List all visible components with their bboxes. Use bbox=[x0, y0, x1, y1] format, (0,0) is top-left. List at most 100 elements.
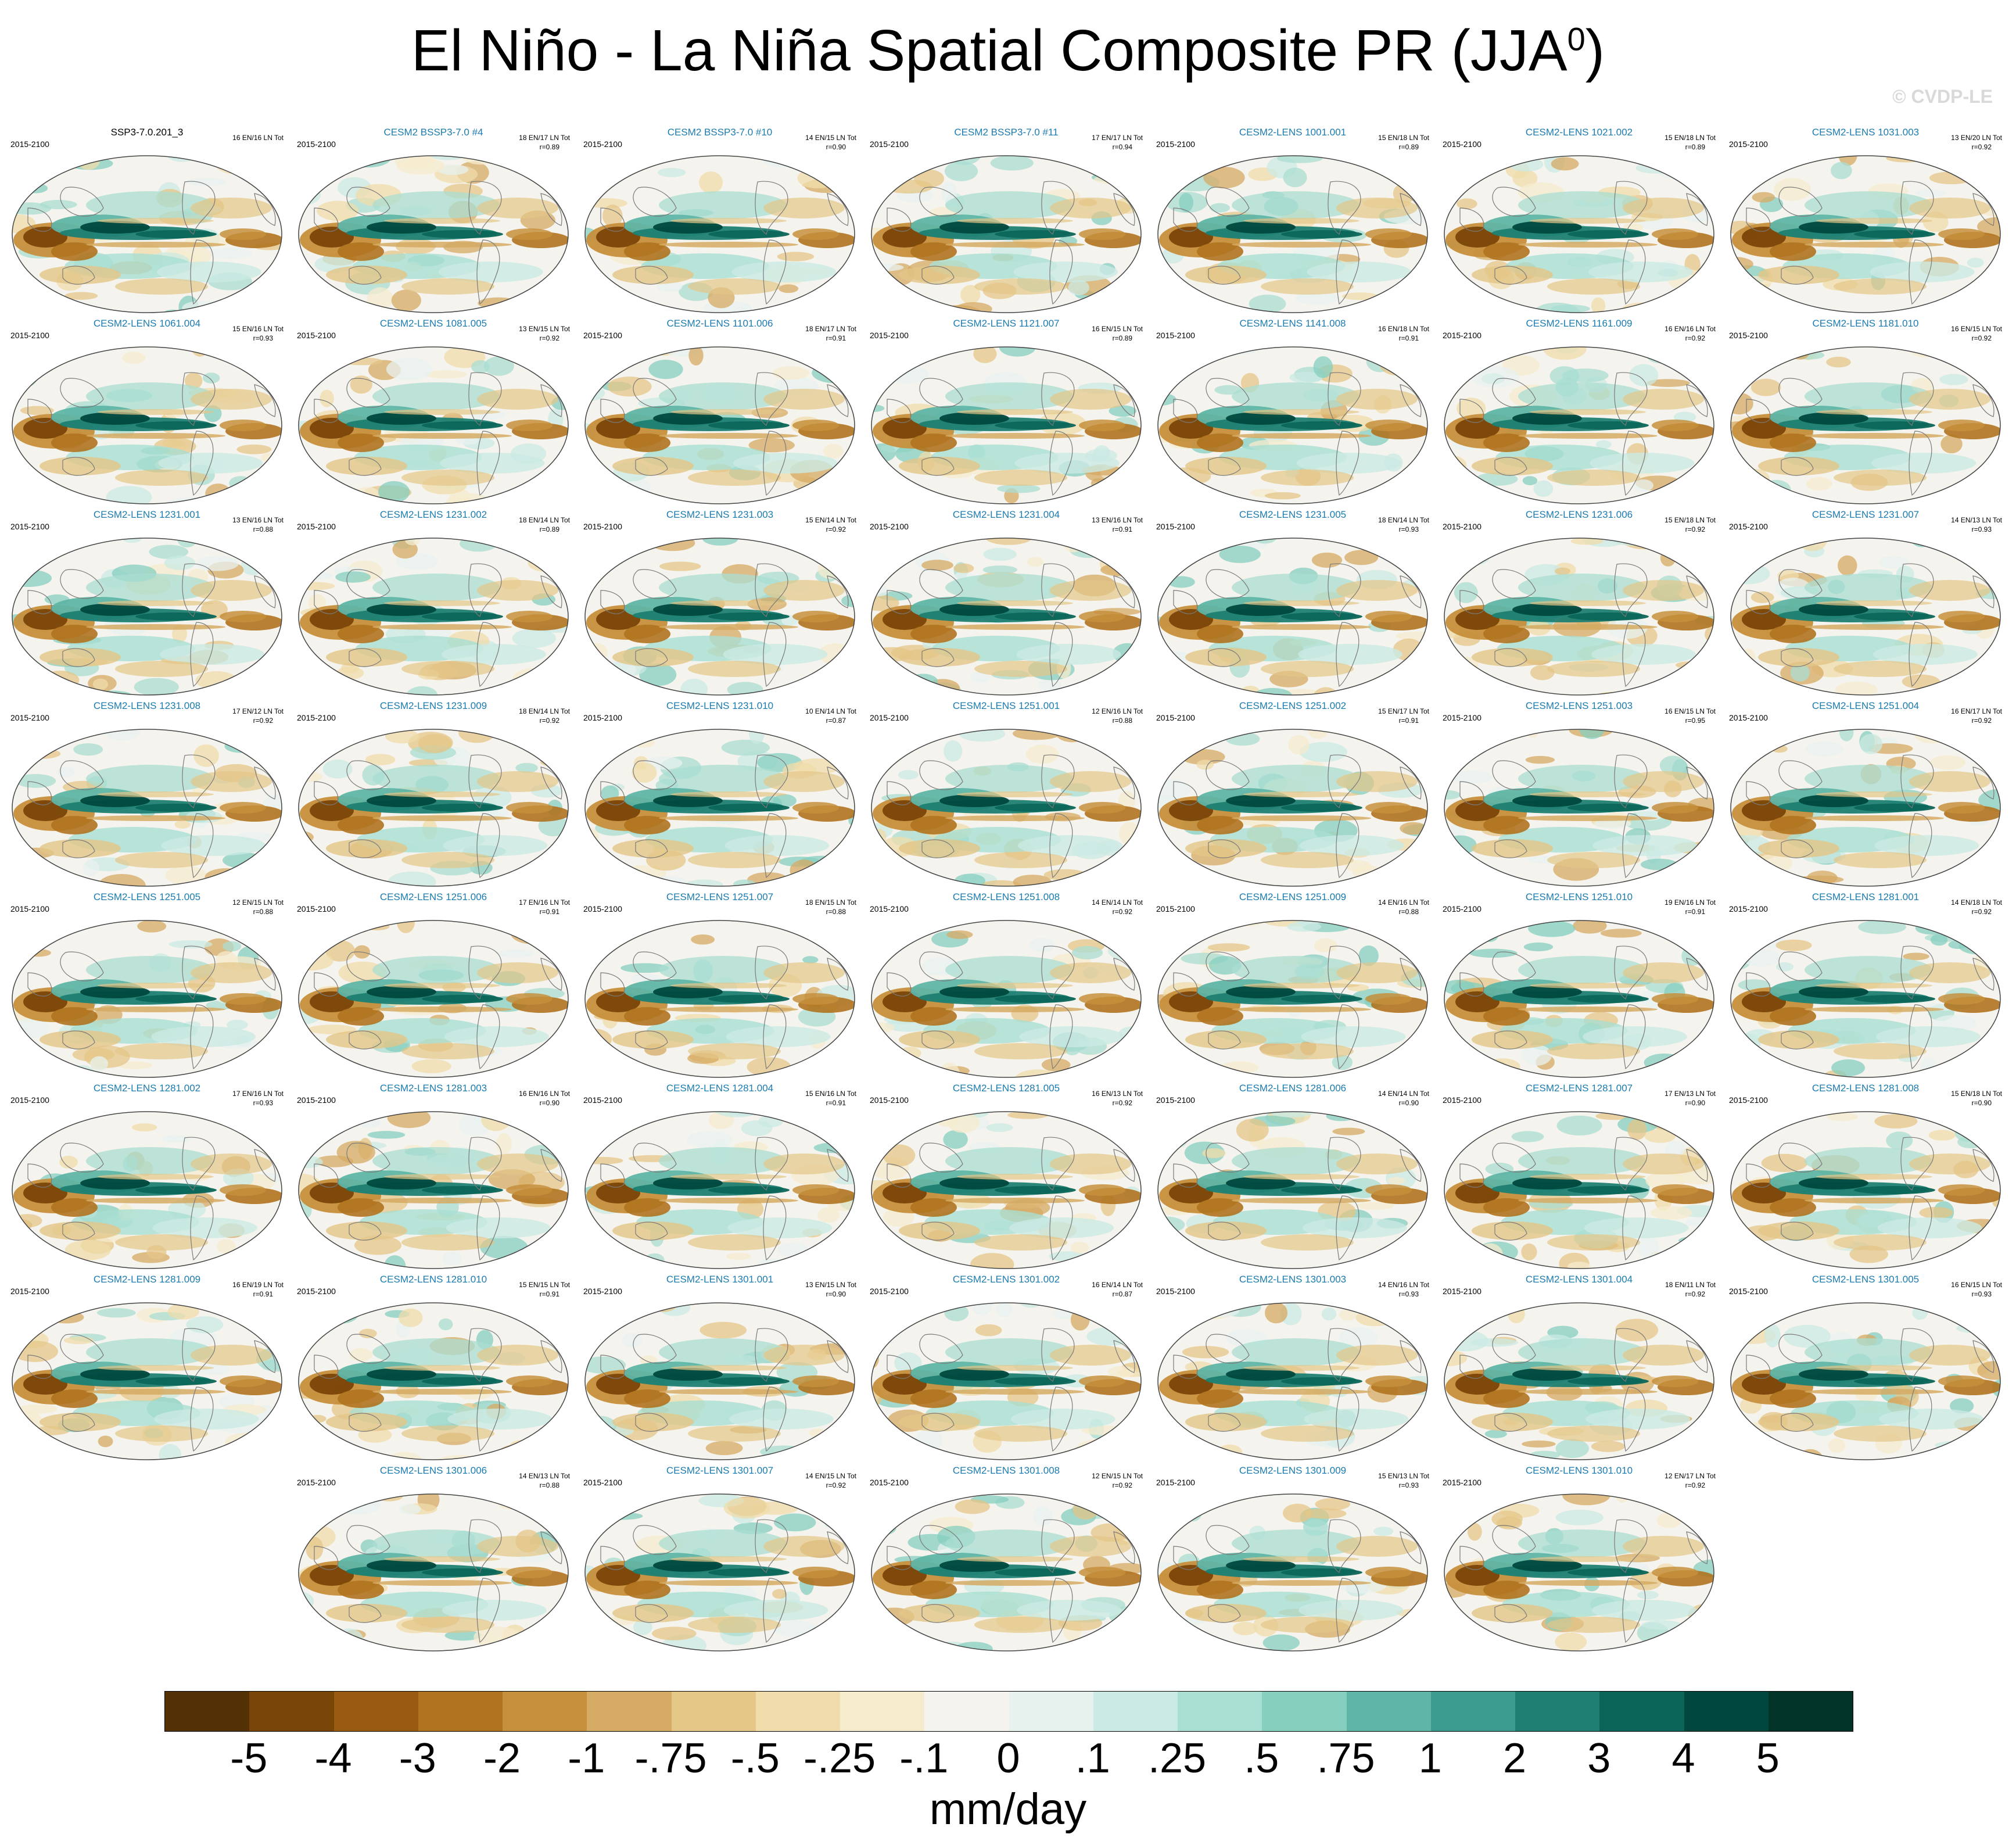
anomaly-blob bbox=[442, 1251, 462, 1266]
panel-title: SSP3-7.0.201_3 bbox=[110, 127, 184, 138]
anomaly-blob bbox=[1050, 580, 1131, 601]
map-border bbox=[12, 729, 282, 887]
panel-pattern-correlation: r=0.88 bbox=[253, 908, 273, 916]
anomaly-blob bbox=[1455, 1183, 1500, 1203]
anomaly-blob bbox=[135, 995, 217, 1003]
anomaly-blob bbox=[945, 1198, 1085, 1203]
anomaly-blob bbox=[781, 1112, 820, 1114]
precip-composite-map bbox=[1730, 538, 2001, 696]
anomaly-blob bbox=[939, 794, 1009, 807]
panel-period: 2015-2100 bbox=[1729, 139, 1768, 149]
anomaly-blob bbox=[401, 278, 494, 295]
precip-composite-map bbox=[1444, 729, 1714, 887]
anomaly-blob bbox=[1332, 1127, 1365, 1135]
anomaly-blob bbox=[1731, 920, 1748, 934]
panel-event-counts: 18 EN/14 LN Tot bbox=[519, 707, 570, 715]
anomaly-blob bbox=[1741, 949, 1781, 967]
anomaly-blob bbox=[442, 1600, 547, 1621]
anomaly-blob bbox=[1013, 261, 1118, 282]
anomaly-blob bbox=[12, 683, 46, 695]
coastlines bbox=[887, 372, 1135, 496]
anomaly-blob bbox=[270, 1061, 282, 1075]
anomaly-blob bbox=[1249, 295, 1286, 313]
anomaly-blob bbox=[115, 1043, 208, 1059]
anomaly-blob bbox=[659, 1389, 798, 1395]
anomaly-blob bbox=[823, 156, 842, 171]
anomaly-blob bbox=[1758, 457, 1839, 475]
anomaly-blob bbox=[1093, 920, 1109, 934]
anomaly-blob bbox=[80, 221, 150, 234]
map-border bbox=[12, 346, 282, 504]
map-panel: CESM2-LENS 1301.009 2015-2100 15 EN/13 LN … bbox=[1156, 1465, 1429, 1657]
anomaly-blob bbox=[1637, 1236, 1659, 1259]
map-panel: CESM2-LENS 1031.003 2015-2100 13 EN/20 LN … bbox=[1729, 127, 2002, 318]
anomaly-blob bbox=[749, 729, 765, 744]
map-panel: CESM2-LENS 1251.006 2015-2100 17 EN/16 LN … bbox=[297, 891, 570, 1083]
anomaly-blob bbox=[945, 574, 1073, 601]
anomaly-blob bbox=[1692, 1039, 1714, 1059]
anomaly-blob bbox=[40, 1030, 121, 1049]
anomaly-blob bbox=[1232, 191, 1359, 219]
anomaly-blob bbox=[1483, 1007, 1530, 1026]
anomaly-blob bbox=[688, 278, 781, 295]
anomaly-blob bbox=[825, 1305, 855, 1321]
anomaly-blob bbox=[471, 360, 490, 374]
anomaly-blob bbox=[1396, 631, 1427, 641]
anomaly-blob bbox=[996, 1303, 1013, 1317]
panel-event-counts: 16 EN/14 LN Tot bbox=[1092, 1281, 1143, 1289]
anomaly-blob bbox=[1790, 663, 1810, 682]
anomaly-blob bbox=[1748, 1115, 1771, 1134]
precip-composite-map bbox=[1157, 1111, 1428, 1269]
anomaly-blob bbox=[974, 852, 1067, 868]
anomaly-blob bbox=[1613, 538, 1661, 546]
anomaly-blob bbox=[1365, 1184, 1412, 1196]
anomaly-blob bbox=[505, 491, 542, 504]
anomaly-blob bbox=[1623, 198, 1704, 218]
panel-pattern-correlation: r=0.91 bbox=[1398, 716, 1419, 725]
anomaly-blob bbox=[1185, 457, 1267, 475]
anomaly-blob bbox=[1827, 1112, 1858, 1122]
panel-period: 2015-2100 bbox=[583, 713, 622, 722]
anomaly-blob bbox=[1444, 542, 1461, 551]
panel-period: 2015-2100 bbox=[1443, 713, 1481, 722]
anomaly-blob bbox=[1799, 221, 1868, 234]
anomaly-blob bbox=[1806, 741, 1843, 757]
precip-composite-map bbox=[12, 1111, 282, 1269]
coastlines bbox=[887, 945, 1135, 1070]
precip-composite-map bbox=[584, 1302, 855, 1460]
panel-period: 2015-2100 bbox=[1156, 1478, 1195, 1487]
panel-pattern-correlation: r=0.92 bbox=[1685, 334, 1705, 342]
anomaly-blob bbox=[1050, 1153, 1131, 1174]
anomaly-blob bbox=[1518, 191, 1646, 219]
anomaly-blob bbox=[729, 1409, 834, 1430]
anomaly-blob bbox=[945, 1580, 1085, 1586]
anomaly-blob bbox=[86, 574, 214, 601]
precip-composite-map bbox=[298, 155, 569, 313]
anomaly-blob bbox=[1547, 1043, 1640, 1059]
colorbar-swatch bbox=[1346, 1692, 1431, 1731]
anomaly-blob bbox=[1588, 261, 1693, 282]
anomaly-blob bbox=[299, 1303, 306, 1316]
panel-period: 2015-2100 bbox=[583, 1287, 622, 1296]
anomaly-blob bbox=[1652, 1375, 1698, 1387]
anomaly-blob bbox=[336, 307, 362, 313]
anomaly-blob bbox=[908, 673, 938, 689]
anomaly-blob bbox=[699, 1321, 747, 1339]
anomaly-blob bbox=[1344, 550, 1379, 565]
anomaly-blob bbox=[1265, 492, 1301, 500]
anomaly-blob bbox=[957, 983, 1073, 988]
anomaly-blob bbox=[1956, 1323, 1998, 1334]
anomaly-blob bbox=[1070, 1309, 1090, 1331]
coastlines bbox=[27, 754, 276, 879]
anomaly-blob bbox=[326, 1413, 407, 1431]
map-border bbox=[12, 1302, 282, 1460]
anomaly-blob bbox=[23, 183, 48, 194]
map-border bbox=[1444, 1493, 1714, 1651]
anomaly-blob bbox=[1805, 1389, 1944, 1395]
anomaly-blob bbox=[1013, 729, 1061, 740]
anomaly-blob bbox=[1783, 1324, 1831, 1348]
anomaly-blob bbox=[1938, 611, 1985, 622]
anomaly-blob bbox=[1466, 1303, 1511, 1317]
anomaly-blob bbox=[585, 736, 619, 758]
anomaly-blob bbox=[1261, 852, 1354, 868]
